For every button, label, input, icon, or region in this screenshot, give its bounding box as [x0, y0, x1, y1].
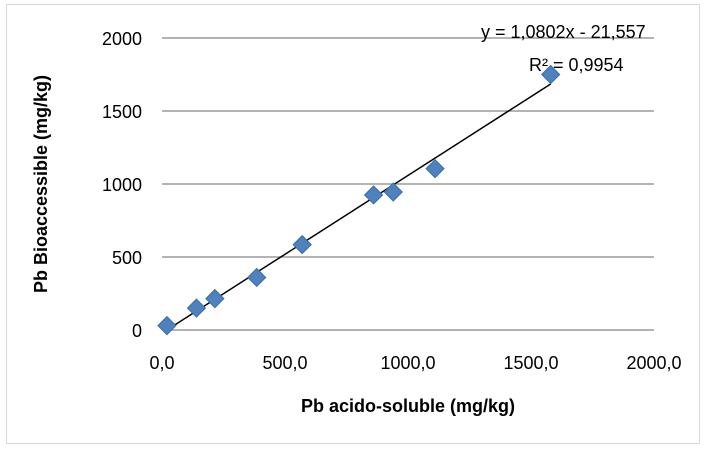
data-point-6: [383, 182, 403, 202]
trendline-equation: y = 1,0802x - 21,557: [481, 22, 646, 42]
x-tick-label-2: 1000,0: [380, 353, 435, 373]
y-tick-label-0: 0: [132, 321, 142, 341]
x-tick-label-1: 500,0: [262, 353, 307, 373]
data-point-7: [425, 158, 445, 179]
y-tick-label-3: 1500: [102, 102, 142, 122]
x-axis-title: Pb acido-soluble (mg/kg): [301, 396, 515, 416]
data-point-0: [157, 315, 177, 336]
y-tick-label-1: 500: [112, 248, 142, 268]
x-tick-labels: 0,0 500,0 1000,0 1500,0 2000,0: [149, 353, 681, 373]
scatter-chart: 0 500 1000 1500 2000 0,0 500,0 1000,0 1500,0 200…: [31, 22, 682, 416]
y-tick-labels: 0 500 1000 1500 2000: [102, 29, 142, 341]
data-point-8: [540, 64, 561, 85]
data-point-4: [292, 234, 312, 255]
x-tick-label-0: 0,0: [149, 353, 174, 373]
trendline: [166, 83, 552, 331]
x-tick-label-4: 2000,0: [626, 353, 681, 373]
chart-frame: 0 500 1000 1500 2000 0,0 500,0 1000,0 1500,0 200…: [6, 4, 700, 444]
y-tick-label-4: 2000: [102, 29, 142, 49]
data-point-1: [186, 298, 207, 318]
x-tick-label-3: 1500,0: [503, 353, 558, 373]
y-tick-label-2: 1000: [102, 175, 142, 195]
gridlines: [162, 37, 654, 331]
y-axis-title: Pb Bioaccessible (mg/kg): [31, 75, 51, 293]
data-point-5: [363, 185, 384, 205]
trendline-group: [166, 83, 552, 331]
data-point-2: [205, 288, 225, 309]
data-point-3: [247, 267, 267, 288]
data-points: [157, 64, 561, 336]
trendline-r-squared: R² = 0,9954: [529, 55, 624, 75]
